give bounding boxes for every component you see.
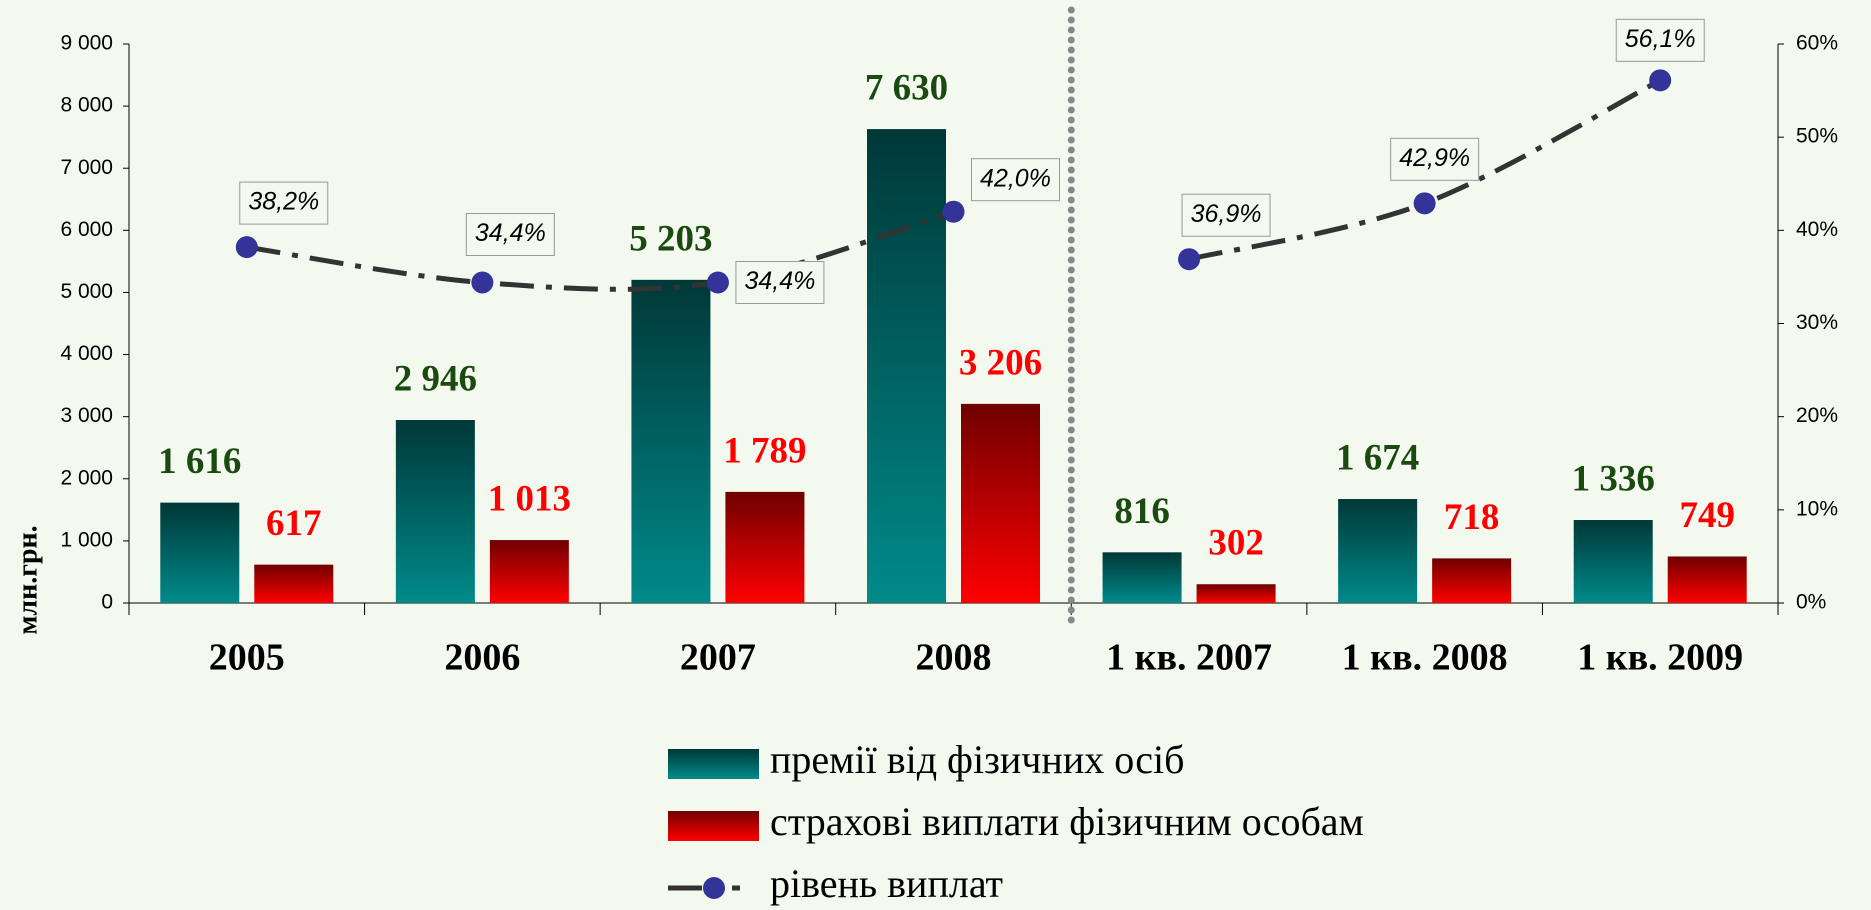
- point-label: 56,1%: [1625, 25, 1696, 53]
- y2-tick-label: 40%: [1796, 218, 1838, 241]
- bar: [1432, 558, 1512, 603]
- legend-marker: [703, 877, 725, 899]
- data-label: 1 013: [488, 479, 571, 520]
- point-label: 42,0%: [980, 164, 1051, 192]
- data-label: 5 203: [629, 218, 712, 259]
- y2-tick-label: 50%: [1796, 125, 1838, 148]
- y-tick-label: 9 000: [60, 32, 113, 55]
- data-label: 749: [1679, 495, 1735, 536]
- bar: [1667, 556, 1747, 603]
- data-label: 1 789: [723, 430, 806, 471]
- bar: [1338, 499, 1418, 603]
- marker: [235, 236, 258, 259]
- label-box: [239, 181, 329, 225]
- label-box: [1181, 193, 1271, 237]
- x-tick-label: 2005: [209, 637, 285, 679]
- bar: [489, 540, 569, 603]
- data-label: 7 630: [865, 68, 948, 109]
- point-label: 38,2%: [248, 188, 319, 216]
- bar: [395, 420, 475, 603]
- marker: [1649, 69, 1672, 92]
- y-tick-label: 2 000: [60, 466, 113, 489]
- data-label: 302: [1208, 523, 1264, 564]
- y-tick-label: 0: [101, 591, 113, 614]
- y-tick-label: 4 000: [60, 342, 113, 365]
- point-label: 36,9%: [1191, 200, 1262, 228]
- bar: [867, 129, 946, 603]
- legend-label: рівень виплат: [770, 861, 1003, 906]
- label-box: [465, 213, 555, 257]
- y-tick-label: 7 000: [60, 156, 113, 179]
- x-tick-label: 2007: [680, 637, 756, 679]
- marker: [706, 271, 729, 294]
- marker: [942, 200, 965, 223]
- data-label: 718: [1444, 497, 1500, 538]
- bar: [254, 564, 334, 603]
- y2-tick-label: 0%: [1796, 591, 1826, 614]
- y-tick-label: 5 000: [60, 280, 113, 303]
- bar: [631, 279, 711, 603]
- marker: [1178, 248, 1201, 271]
- data-label: 3 206: [959, 342, 1042, 383]
- data-label: 1 616: [158, 441, 241, 482]
- y2-tick-label: 30%: [1796, 311, 1838, 334]
- x-tick-label: 1 кв. 2009: [1577, 637, 1743, 679]
- bar: [1196, 584, 1276, 603]
- data-label: 617: [266, 503, 322, 544]
- label-box: [735, 261, 825, 305]
- data-label: 1 336: [1572, 459, 1655, 500]
- bar: [725, 491, 805, 603]
- y-tick-label: 6 000: [60, 218, 113, 241]
- y2-tick-label: 60%: [1796, 32, 1838, 55]
- x-tick-label: 2008: [916, 637, 992, 679]
- label-box: [1390, 137, 1480, 181]
- y-tick-label: 1 000: [60, 528, 113, 551]
- label-box: [971, 158, 1060, 202]
- marker: [1413, 192, 1436, 215]
- y2-tick-label: 20%: [1796, 404, 1838, 427]
- y-tick-label: 8 000: [60, 94, 113, 117]
- y2-tick-label: 10%: [1796, 497, 1838, 520]
- bar: [1573, 520, 1653, 603]
- x-tick-label: 1 кв. 2008: [1342, 637, 1508, 679]
- y-tick-label: 3 000: [60, 404, 113, 427]
- point-label: 42,9%: [1399, 144, 1470, 172]
- legend-swatch: [668, 749, 759, 779]
- x-tick-label: 1 кв. 2007: [1106, 637, 1272, 679]
- bar: [160, 502, 240, 603]
- data-label: 816: [1114, 491, 1170, 532]
- data-label: 1 674: [1336, 438, 1419, 479]
- label-box: [1615, 18, 1705, 62]
- bar: [1102, 552, 1182, 603]
- data-label: 2 946: [394, 359, 477, 400]
- legend-swatch: [668, 811, 759, 841]
- point-label: 34,4%: [475, 219, 546, 247]
- marker: [471, 271, 494, 294]
- legend-label: страхові виплати фізичним особам: [770, 799, 1364, 844]
- bar: [961, 403, 1040, 603]
- legend-label: премії від фізичних осіб: [770, 737, 1184, 782]
- y-axis-label: млн.грн.: [12, 525, 43, 634]
- point-label: 34,4%: [744, 267, 815, 295]
- x-tick-label: 2006: [444, 637, 520, 679]
